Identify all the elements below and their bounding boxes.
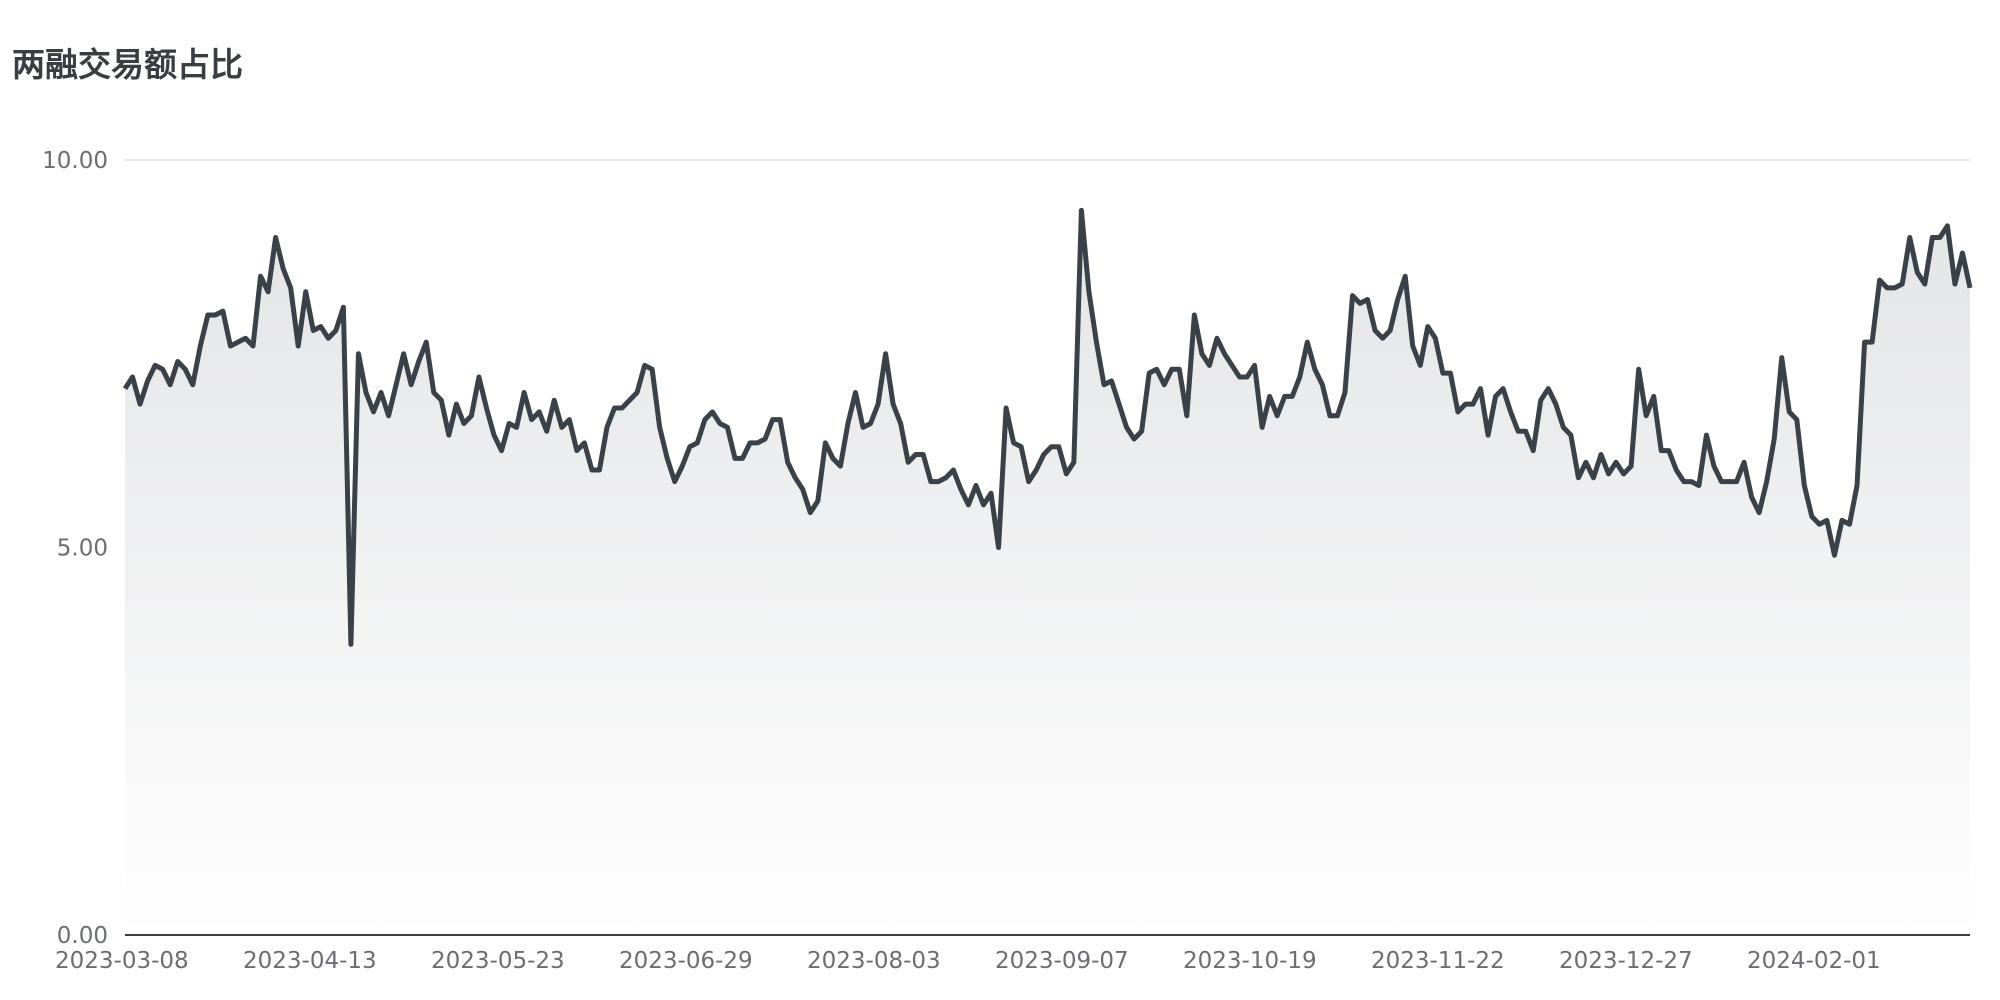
tick-labels: 0.00 5.00 10.00 2023-03-08 2023-04-13 2023-05… [42,148,1881,974]
area-fill [125,210,1970,935]
x-tick-label: 2023-12-27 [1559,948,1693,974]
x-tick-label: 2023-09-07 [995,948,1129,974]
y-tick-label: 10.00 [42,148,108,174]
area-layer [122,207,1973,935]
x-tick-label: 2023-11-22 [1371,948,1505,974]
x-tick-label: 2023-10-19 [1183,948,1317,974]
y-tick-label: 0.00 [57,923,108,949]
y-tick-label: 5.00 [57,536,108,562]
chart-title: 两融交易额占比 [12,45,243,84]
x-tick-label: 2023-06-29 [619,948,753,974]
x-tick-label: 2023-08-03 [807,948,941,974]
x-tick-label: 2024-02-01 [1747,948,1881,974]
x-tick-label: 2023-05-23 [431,948,565,974]
x-tick-label: 2023-04-13 [243,948,377,974]
series-line [122,207,1973,647]
x-tick-label: 2023-03-08 [55,948,189,974]
